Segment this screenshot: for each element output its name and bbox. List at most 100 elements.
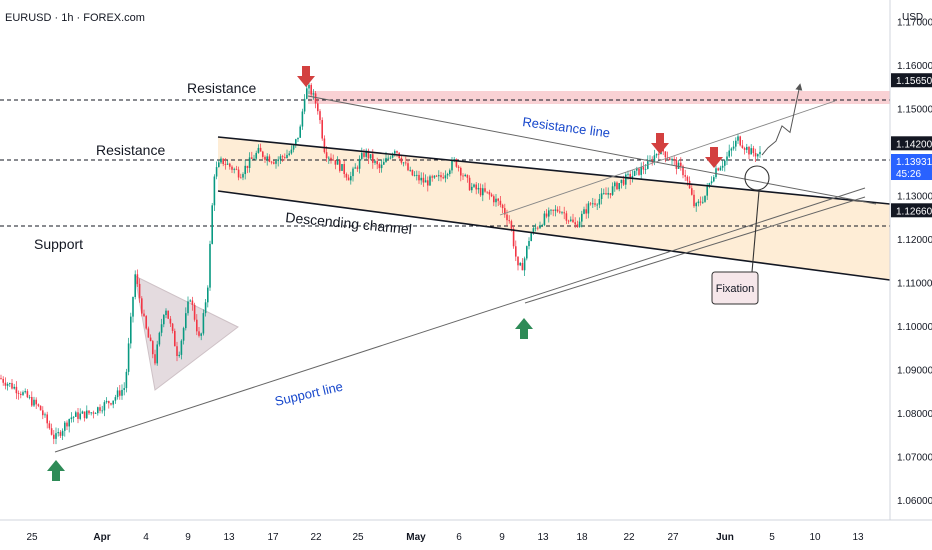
candle-body bbox=[554, 209, 557, 211]
candle-body bbox=[251, 157, 253, 159]
price-tick-label: 1.13000 bbox=[897, 192, 932, 203]
candle-body bbox=[757, 154, 759, 157]
candle-body bbox=[33, 399, 35, 406]
candle-body bbox=[611, 186, 614, 195]
candle-body bbox=[72, 416, 75, 418]
price-tick-label: 1.16000 bbox=[897, 61, 932, 72]
candle-body bbox=[677, 162, 680, 169]
candle-body bbox=[471, 186, 473, 191]
candle-body bbox=[15, 386, 18, 394]
candle-body bbox=[473, 184, 475, 187]
candle-body bbox=[231, 166, 233, 170]
time-tick-label: 27 bbox=[667, 532, 679, 543]
candle-body bbox=[240, 177, 242, 179]
candle-body bbox=[17, 393, 20, 395]
down-arrow-icon bbox=[651, 133, 669, 154]
fixation-pointer bbox=[751, 190, 760, 273]
candle-body bbox=[570, 219, 572, 221]
candle-body bbox=[246, 165, 249, 168]
candle-body bbox=[653, 155, 656, 163]
candle-body bbox=[174, 330, 176, 347]
candle-body bbox=[248, 157, 251, 168]
candle-body bbox=[424, 180, 427, 183]
down-arrow-icon bbox=[297, 66, 315, 87]
trend-lines bbox=[54, 83, 891, 453]
candle-body bbox=[572, 219, 574, 223]
candle-body bbox=[328, 157, 330, 159]
candle-body bbox=[556, 209, 559, 212]
candle-body bbox=[697, 201, 700, 204]
candle-body bbox=[600, 193, 603, 199]
time-axis-background bbox=[0, 520, 890, 550]
candle-body bbox=[614, 182, 616, 187]
candle-body bbox=[633, 170, 636, 176]
candle-body bbox=[112, 400, 114, 405]
candle-body bbox=[616, 182, 618, 190]
price-tick-labels: 1.06000 1.07000 1.08000 1.09000 1.10000 1.110… bbox=[897, 18, 932, 508]
candle-body bbox=[204, 302, 207, 314]
price-tag-resistance_mid bbox=[891, 136, 932, 151]
candle-body bbox=[165, 310, 167, 316]
candle-body bbox=[389, 157, 392, 159]
candle-body bbox=[303, 98, 306, 112]
candle-body bbox=[229, 163, 231, 167]
candle-body bbox=[691, 188, 693, 195]
time-tick-label: Apr bbox=[93, 532, 110, 543]
candle-body bbox=[519, 262, 521, 266]
candle-body bbox=[369, 154, 372, 159]
candle-body bbox=[11, 383, 13, 389]
candle-body bbox=[629, 173, 631, 179]
time-axis[interactable]: 25 Apr 4 9 13 17 22 25 May 6 9 13 18 22 27 Jun 5 10 13 bbox=[0, 519, 932, 550]
candle-body bbox=[218, 162, 220, 168]
price-axis-background bbox=[890, 0, 932, 550]
candle-body bbox=[561, 212, 563, 214]
candle-body bbox=[490, 194, 493, 197]
candle-body bbox=[310, 84, 312, 95]
candle-body bbox=[726, 156, 728, 161]
price-axis[interactable]: USD 1.060001.070001.080001.090001.100001… bbox=[889, 0, 932, 550]
candle-body bbox=[479, 187, 482, 196]
candle-body bbox=[493, 196, 495, 203]
fixation-label: Fixation bbox=[716, 283, 755, 295]
candle-body bbox=[420, 177, 422, 181]
candle-body bbox=[59, 432, 62, 436]
candle-body bbox=[191, 300, 194, 305]
candle-body bbox=[193, 304, 196, 320]
candle-body bbox=[413, 175, 416, 176]
candle-body bbox=[589, 203, 592, 205]
candle-body bbox=[717, 168, 719, 171]
candle-body bbox=[273, 162, 275, 164]
candle-body bbox=[66, 422, 68, 427]
down-arrow-icon bbox=[705, 147, 723, 168]
candle-body bbox=[94, 413, 97, 414]
candle-body bbox=[407, 163, 409, 171]
candle-body bbox=[693, 194, 695, 207]
support-line bbox=[54, 187, 866, 453]
candle-body bbox=[607, 193, 609, 195]
candle-body bbox=[741, 145, 744, 149]
time-tick-label: 13 bbox=[223, 532, 235, 543]
candle-body bbox=[583, 209, 585, 214]
candle-body bbox=[506, 214, 508, 221]
candle-body bbox=[512, 228, 515, 247]
candle-body bbox=[576, 224, 579, 227]
candle-body bbox=[334, 160, 337, 165]
candle-body bbox=[438, 175, 440, 177]
signal-arrows bbox=[47, 66, 723, 481]
candle-body bbox=[545, 213, 548, 217]
resistance-mid-label: Resistance bbox=[96, 142, 165, 158]
candle-body bbox=[356, 167, 359, 169]
time-tick-label: 22 bbox=[310, 532, 322, 543]
time-tick-label: 4 bbox=[143, 532, 149, 543]
candle-body bbox=[237, 169, 240, 178]
candle-body bbox=[673, 158, 675, 160]
resistance-top-label: Resistance bbox=[187, 80, 256, 96]
time-tick-labels: 25 Apr 4 9 13 17 22 25 May 6 9 13 18 22 27 Jun 5 10 13 bbox=[26, 532, 864, 543]
candle-body bbox=[88, 410, 90, 414]
candle-body bbox=[631, 175, 634, 179]
candle-body bbox=[528, 241, 530, 247]
candle-body bbox=[297, 137, 299, 140]
candle-body bbox=[81, 411, 84, 414]
candle-body bbox=[270, 161, 273, 163]
